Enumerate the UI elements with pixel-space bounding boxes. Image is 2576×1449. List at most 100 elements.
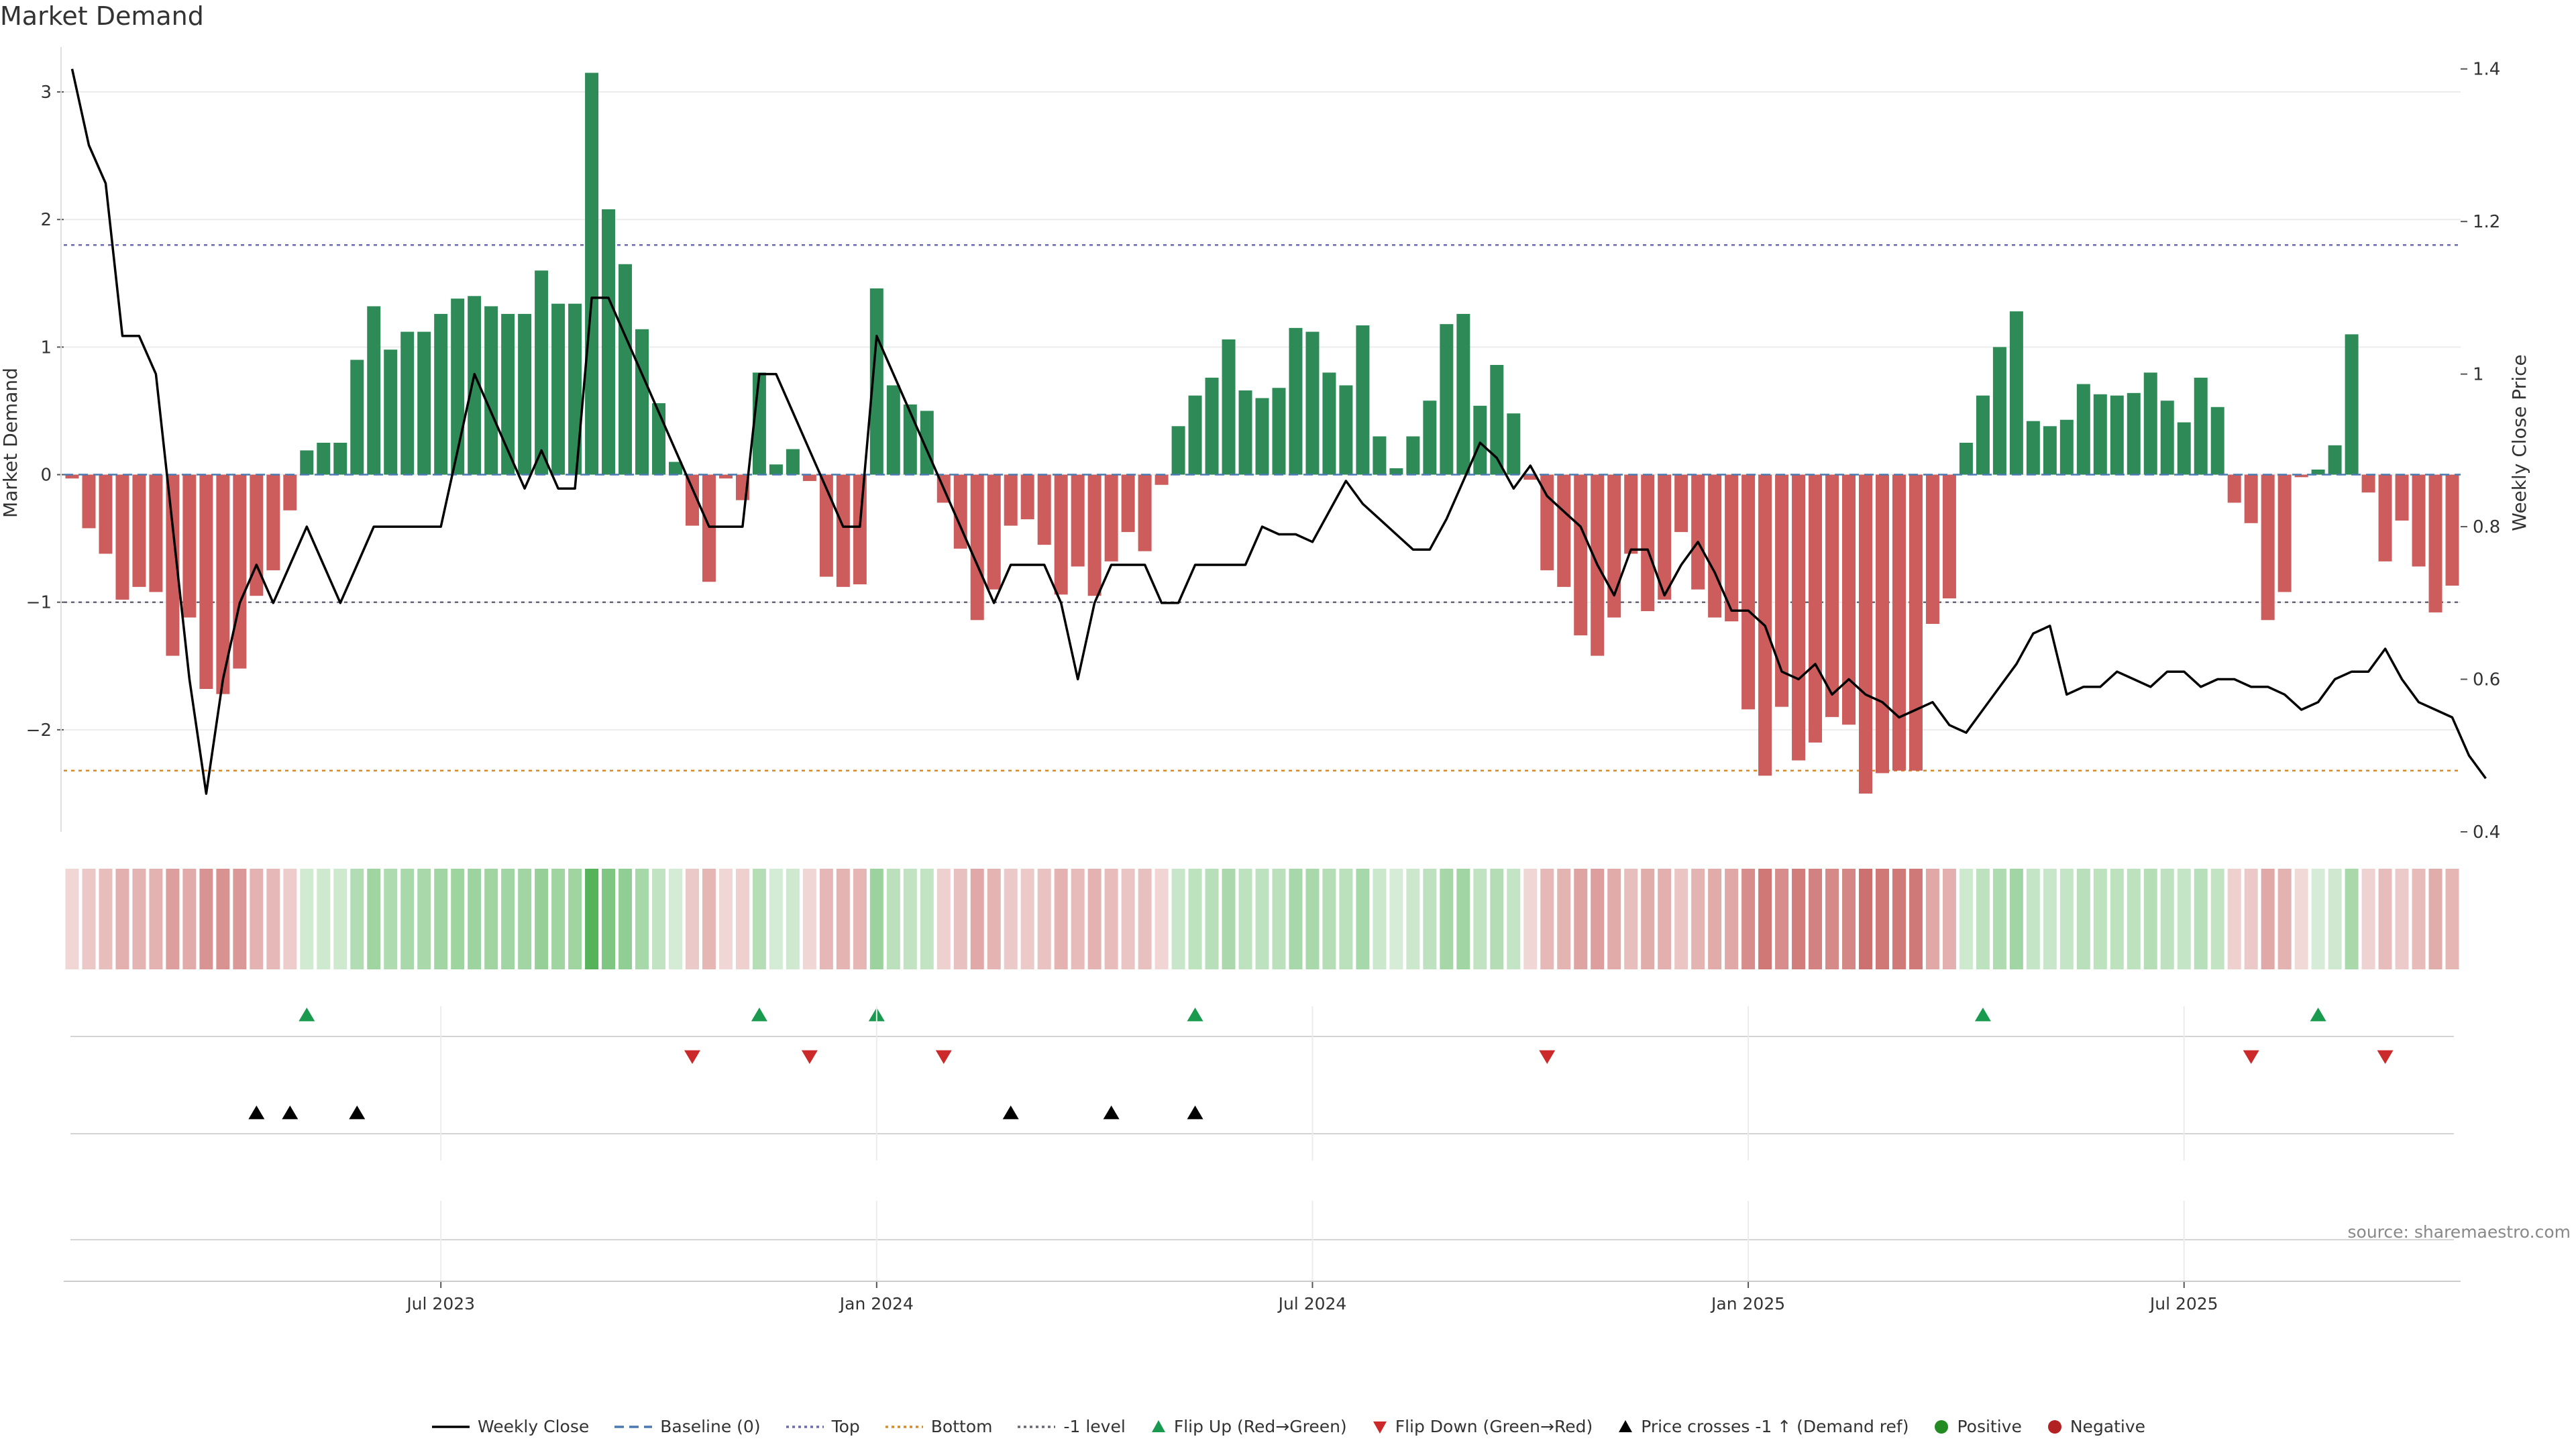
heat-cell [1155, 869, 1169, 969]
heat-cell [283, 869, 297, 969]
heat-cell [400, 869, 415, 969]
demand-bar [300, 450, 314, 475]
demand-bar [1992, 347, 2006, 475]
demand-bar [65, 474, 79, 479]
demand-bar [1071, 474, 1085, 567]
demand-bar [1859, 474, 1872, 794]
price-cross-marker [1103, 1106, 1120, 1120]
axis-layer: 3 2 1 0 −1 −2 1.4 1.2 1 0.8 0.6 0.4 Market Demand Wee… [0, 47, 2530, 843]
heat-cell [1188, 869, 1202, 969]
heat-cell [1440, 869, 1454, 969]
x-tick-label: Jul 2025 [2149, 1294, 2218, 1313]
demand-bar [1138, 474, 1152, 551]
demand-bar [2445, 474, 2459, 586]
demand-bar [283, 474, 297, 511]
heat-cell [1758, 869, 1772, 969]
heat-cell [518, 869, 532, 969]
demand-bar [250, 474, 264, 596]
heat-cell [752, 869, 766, 969]
heat-cell [1892, 869, 1906, 969]
heat-cell [1925, 869, 1939, 969]
demand-bar [802, 474, 816, 482]
heat-cell [82, 869, 96, 969]
level-layer [64, 244, 2461, 771]
heat-cell [1691, 869, 1705, 969]
demand-bar [434, 313, 448, 475]
heat-cell [182, 869, 197, 969]
legend-item-top: Top [785, 1417, 860, 1436]
demand-bar [568, 303, 582, 475]
heat-cell [233, 869, 247, 969]
demand-bar [2244, 474, 2258, 523]
demand-bar [1087, 474, 1102, 596]
heat-cell [2227, 869, 2241, 969]
heat-cell [652, 869, 665, 969]
demand-bar [1557, 474, 1571, 587]
heat-cell [1255, 869, 1269, 969]
heat-cell [1842, 869, 1856, 969]
legend-label: Bottom [930, 1417, 993, 1436]
heat-cell [2328, 869, 2342, 969]
demand-bar [836, 474, 850, 587]
legend-label: Positive [1957, 1417, 2022, 1436]
heat-cell [1674, 869, 1688, 969]
heat-cell [132, 869, 146, 969]
demand-bar [1523, 474, 1538, 480]
heat-cell [1322, 869, 1336, 969]
y2-tick-label: 1.4 [2473, 60, 2500, 80]
demand-bar [1674, 474, 1688, 533]
demand-bar [1658, 474, 1672, 600]
demand-bar [2294, 474, 2308, 478]
demand-bar [1004, 474, 1018, 526]
demand-bar [535, 270, 549, 475]
legend-item-baseline: Baseline (0) [613, 1417, 761, 1436]
flip-down-marker [935, 1050, 952, 1064]
heat-cell [166, 869, 180, 969]
heat-cell [1087, 869, 1102, 969]
heat-cell [2378, 869, 2392, 969]
demand-bar [1322, 372, 1336, 475]
heat-cell [1389, 869, 1403, 969]
heat-cell [886, 869, 900, 969]
demand-bar [1607, 474, 1621, 618]
heat-cell [434, 869, 448, 969]
heat-cell [1423, 869, 1437, 969]
demand-bar [1641, 474, 1655, 612]
price-cross-marker [282, 1106, 299, 1120]
demand-bar [82, 474, 96, 529]
demand-bar [199, 474, 213, 690]
demand-bar [1171, 426, 1185, 475]
demand-bar [1507, 413, 1521, 475]
heat-cell [1959, 869, 1973, 969]
demand-bar [1121, 474, 1135, 533]
legend-item-minus1: -1 level [1016, 1417, 1126, 1436]
heat-cell [953, 869, 967, 969]
y-tick-label: 3 [40, 83, 52, 103]
heat-cell [501, 869, 515, 969]
legend-swatch-flip-up [1151, 1419, 1165, 1432]
demand-bar [1574, 474, 1588, 636]
heat-cell [2294, 869, 2308, 969]
weekly-close-line [70, 68, 2487, 795]
demand-bar [602, 209, 616, 475]
heat-cell [1289, 869, 1303, 969]
demand-bar [2345, 334, 2359, 475]
y-axis-label: Market Demand [0, 368, 21, 518]
flip-up-marker [1187, 1008, 1203, 1022]
heat-cell [568, 869, 582, 969]
demand-bar [987, 474, 1001, 590]
demand-bar [1842, 474, 1856, 725]
flip-up-marker [2310, 1008, 2326, 1022]
heat-cell [1859, 869, 1872, 969]
heat-cell [2261, 869, 2275, 969]
heat-cell [987, 869, 1001, 969]
y-tick-label: −2 [26, 720, 52, 741]
heat-cell [2345, 869, 2359, 969]
demand-bar [1440, 324, 1454, 475]
demand-bar [551, 303, 566, 475]
heat-cell [2160, 869, 2174, 969]
legend-label: Flip Down (Green→Red) [1395, 1417, 1593, 1436]
demand-bar [2110, 395, 2124, 475]
demand-bar [1792, 474, 1806, 761]
